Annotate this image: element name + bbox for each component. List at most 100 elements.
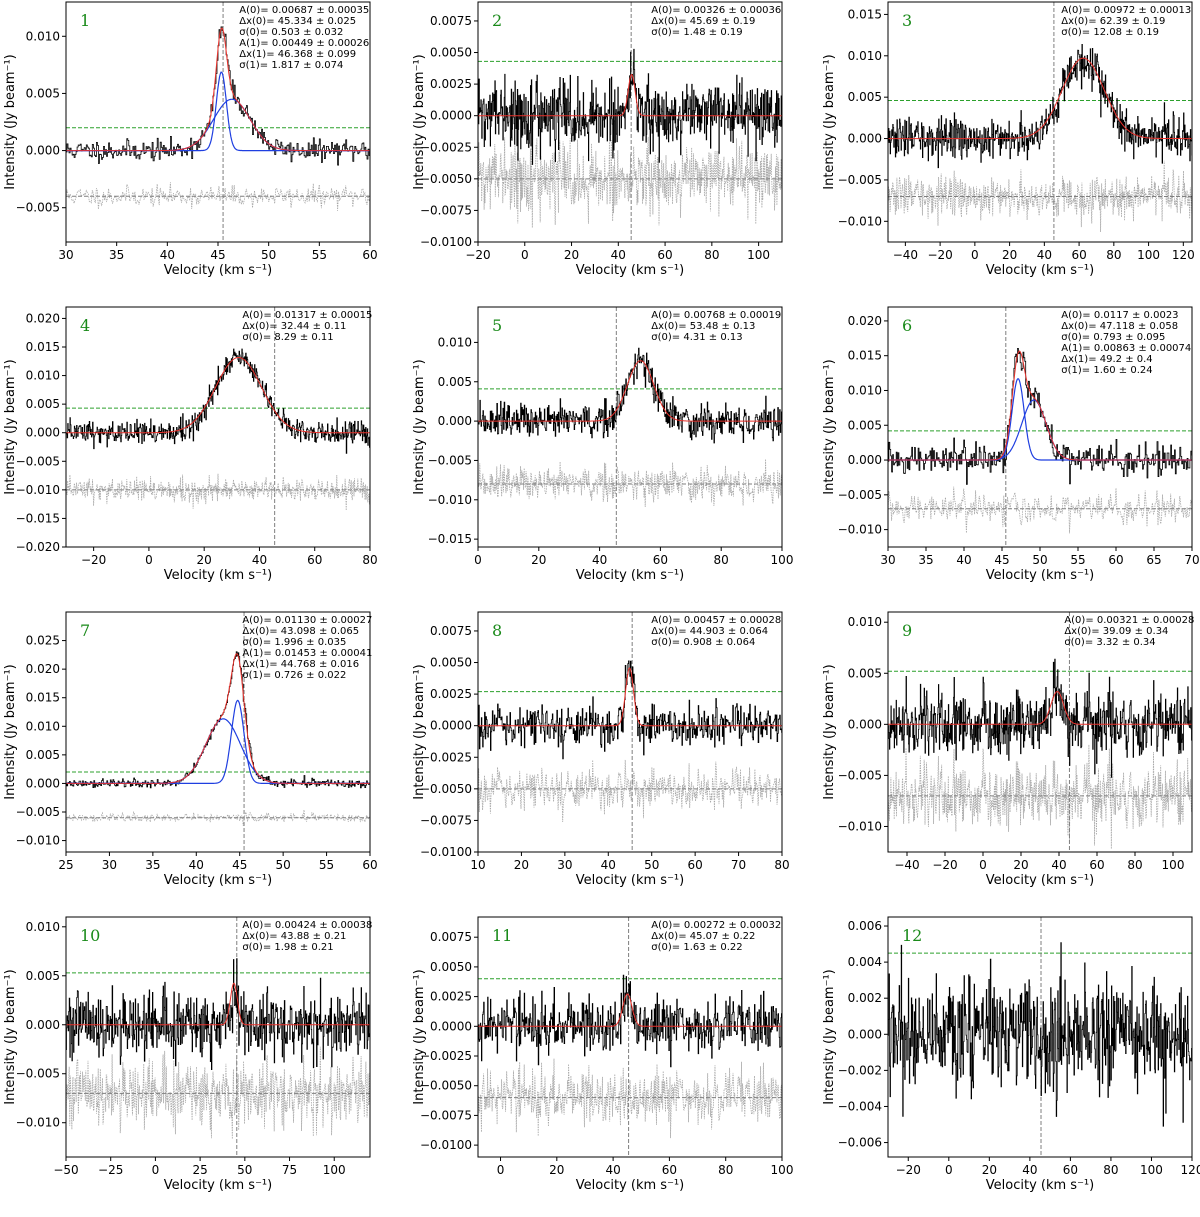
panel-9-fit-line	[888, 691, 1192, 725]
panel-6-xtick-label: 45	[994, 553, 1009, 567]
panel-12: −20 0 20 40 60 80 100 120 −0.006 −0.004 −0.002 0.00…	[822, 916, 1200, 1193]
panel-10-ytick-label: 0.005	[26, 969, 60, 983]
panel-6-xtick-label: 40	[956, 553, 971, 567]
panel-8-xtick-label: 80	[774, 858, 789, 872]
panel-8-frame	[477, 611, 783, 853]
panel-5-ytick-label: 0.000	[438, 414, 472, 428]
panel-10-xtick-label: 75	[282, 1163, 297, 1177]
panel-4-xlabel: Velocity (km s⁻¹)	[164, 568, 272, 583]
panel-2-fit-annotation: σ(0)= 1.48 ± 0.19	[651, 27, 742, 38]
panel-3-fit-line	[888, 57, 1192, 140]
panel-2-ytick-label: 0.0025	[430, 77, 472, 91]
panel-12-ylabel: Intensity (Jy beam⁻¹)	[822, 969, 837, 1104]
panel-9-ytick-label: −0.005	[838, 768, 882, 782]
panel-11-ytick-label: 0.0050	[430, 960, 472, 974]
panel-12-plot-area	[888, 917, 1192, 1157]
panel-5-frame	[477, 306, 783, 548]
panel-9-fit-annotation: A(0)= 0.00321 ± 0.00028	[1064, 615, 1194, 626]
panel-7-fit-annotation: A(0)= 0.01130 ± 0.00027	[242, 615, 372, 626]
panel-4-fit-annotation: A(0)= 0.01317 ± 0.00015	[242, 310, 372, 321]
panel-3-spectrum-line	[888, 44, 1192, 169]
panel-3-ytick-label: 0.005	[848, 90, 882, 104]
panel-1-ytick-label: −0.005	[16, 201, 60, 215]
panel-6-xtick-label: 60	[1108, 553, 1123, 567]
panel-7-ytick-label: 0.025	[26, 634, 60, 648]
panel-4-fit-line	[66, 357, 370, 434]
panel-10-fit-annotation: A(0)= 0.00424 ± 0.00038	[242, 920, 372, 931]
panel-3-xtick-label: 100	[1137, 248, 1160, 262]
panel-6-ytick-label: 0.005	[848, 418, 882, 432]
panel-11-residual-line	[478, 1058, 782, 1139]
panel-3-xtick-label: 120	[1172, 248, 1195, 262]
panel-2-ytick-label: 0.0000	[430, 109, 472, 123]
panel-12-ytick-label: −0.004	[838, 1099, 882, 1113]
panel-7-xtick-label: 60	[362, 858, 377, 872]
panel-10-xlabel: Velocity (km s⁻¹)	[164, 1178, 272, 1193]
panel-2-number-label: 2	[492, 11, 502, 30]
panel-3-fit-annotation: Δx(0)= 62.39 ± 0.19	[1061, 16, 1165, 27]
panel-5-ylabel: Intensity (Jy beam⁻¹)	[412, 359, 427, 494]
panel-12-ytick-label: 0.000	[848, 1027, 882, 1041]
panel-10-ylabel: Intensity (Jy beam⁻¹)	[3, 969, 18, 1104]
panel-1-component-1-line	[66, 98, 370, 152]
panel-11-fit-annotation: Δx(0)= 45.07 ± 0.22	[651, 931, 755, 942]
panel-1-xtick-label: 30	[58, 248, 73, 262]
panel-11-plot-area	[478, 917, 782, 1157]
panel-10-frame	[65, 916, 371, 1158]
panel-10-number-label: 10	[80, 926, 100, 945]
panel-9-ytick-label: −0.010	[838, 819, 882, 833]
panel-9-number-label: 9	[902, 621, 912, 640]
panel-3-ylabel: Intensity (Jy beam⁻¹)	[822, 54, 837, 189]
panel-10-xtick-label: −25	[98, 1163, 123, 1177]
panel-1-xtick-label: 55	[312, 248, 327, 262]
panel-8-spectrum-line	[478, 660, 782, 760]
panel-5-xtick-label: 20	[531, 553, 546, 567]
panel-10-xtick-label: 100	[323, 1163, 346, 1177]
panel-5-xtick-label: 0	[474, 553, 482, 567]
panel-9-xtick-label: −40	[894, 858, 919, 872]
panel-12-xtick-label: 80	[1103, 1163, 1118, 1177]
panel-3-xlabel: Velocity (km s⁻¹)	[986, 263, 1094, 278]
panel-4-ytick-label: −0.010	[16, 483, 60, 497]
panel-8-xtick-label: 50	[644, 858, 659, 872]
panel-7-xtick-label: 55	[319, 858, 334, 872]
panel-8-ytick-label: 0.0050	[430, 656, 472, 670]
panel-11-ytick-label: −0.0050	[420, 1079, 472, 1093]
panel-11-ytick-label: 0.0000	[430, 1019, 472, 1033]
panel-6-ytick-label: 0.000	[848, 453, 882, 467]
panel-10-fit-line	[66, 982, 370, 1026]
panel-3-ytick-label: −0.005	[838, 173, 882, 187]
panel-10-ytick-label: −0.005	[16, 1067, 60, 1081]
panel-12-xtick-label: 100	[1140, 1163, 1163, 1177]
panel-7-fit-annotation: σ(1)= 0.726 ± 0.022	[242, 670, 346, 681]
panel-9-frame	[887, 611, 1193, 853]
panel-5-ytick-label: 0.005	[438, 375, 472, 389]
panel-8-xtick-label: 10	[470, 858, 485, 872]
panel-2-xtick-label: 60	[657, 248, 672, 262]
panel-4-xtick-label: 40	[252, 553, 267, 567]
panel-1-fit-annotation: σ(1)= 1.817 ± 0.074	[239, 60, 343, 71]
panel-6-fit-line	[888, 350, 1192, 461]
panel-4-ytick-label: −0.005	[16, 454, 60, 468]
panel-12-xlabel: Velocity (km s⁻¹)	[986, 1178, 1094, 1193]
panel-2-xtick-label: 100	[747, 248, 770, 262]
panel-3-xtick-label: 40	[1037, 248, 1052, 262]
panel-1-fit-annotation: A(0)= 0.00687 ± 0.00035	[239, 5, 369, 16]
panel-5-ytick-label: −0.010	[428, 493, 472, 507]
panel-2-frame	[477, 1, 783, 243]
panel-2-xtick-label: −20	[465, 248, 490, 262]
panel-5-ytick-label: −0.015	[428, 532, 472, 546]
panel-9-ytick-label: 0.010	[848, 615, 882, 629]
panel-5-ytick-label: 0.010	[438, 335, 472, 349]
panel-6-xtick-label: 70	[1184, 553, 1199, 567]
panel-8-fit-line	[478, 667, 782, 727]
panel-12-ytick-label: 0.002	[848, 991, 882, 1005]
panel-5-fit-annotation: A(0)= 0.00768 ± 0.00019	[651, 310, 781, 321]
panel-5-xtick-label: 40	[592, 553, 607, 567]
panel-7-xtick-label: 45	[232, 858, 247, 872]
panel-11-ylabel: Intensity (Jy beam⁻¹)	[412, 969, 427, 1104]
panel-8-ytick-label: −0.0100	[420, 845, 472, 859]
panel-8-plot-area	[478, 612, 782, 852]
panel-2-ytick-label: −0.0025	[420, 140, 472, 154]
panel-8-ytick-label: −0.0025	[420, 750, 472, 764]
